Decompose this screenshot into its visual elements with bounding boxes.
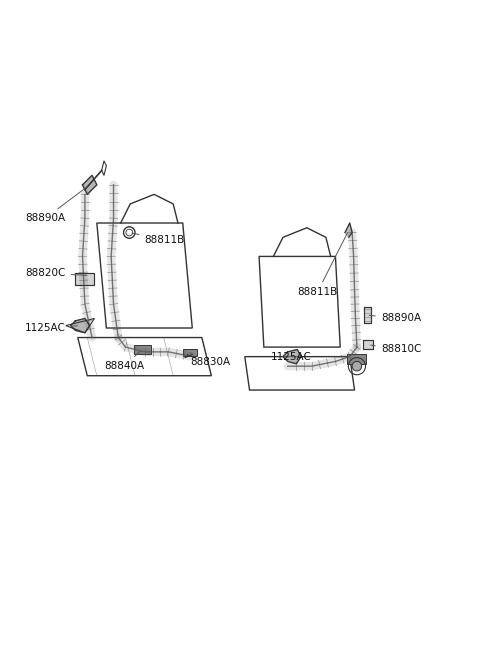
Text: 88810C: 88810C <box>371 344 421 354</box>
Text: 88840A: 88840A <box>104 352 144 371</box>
Polygon shape <box>363 340 372 350</box>
Polygon shape <box>345 223 352 237</box>
Text: 88830A: 88830A <box>190 353 230 367</box>
Bar <box>183 349 197 356</box>
Bar <box>348 354 366 364</box>
Text: 1125AC: 1125AC <box>271 352 312 361</box>
Polygon shape <box>75 273 95 285</box>
Polygon shape <box>71 318 90 333</box>
Text: 88890A: 88890A <box>369 314 421 323</box>
Text: 88890A: 88890A <box>25 186 87 223</box>
Bar <box>133 345 151 354</box>
Text: 88820C: 88820C <box>25 268 87 278</box>
Polygon shape <box>364 306 371 323</box>
Circle shape <box>352 361 362 371</box>
Polygon shape <box>83 175 97 194</box>
Text: 88811B: 88811B <box>297 233 348 297</box>
Text: 88811B: 88811B <box>132 233 185 245</box>
Text: 1125AC: 1125AC <box>25 323 77 333</box>
Polygon shape <box>283 350 301 364</box>
